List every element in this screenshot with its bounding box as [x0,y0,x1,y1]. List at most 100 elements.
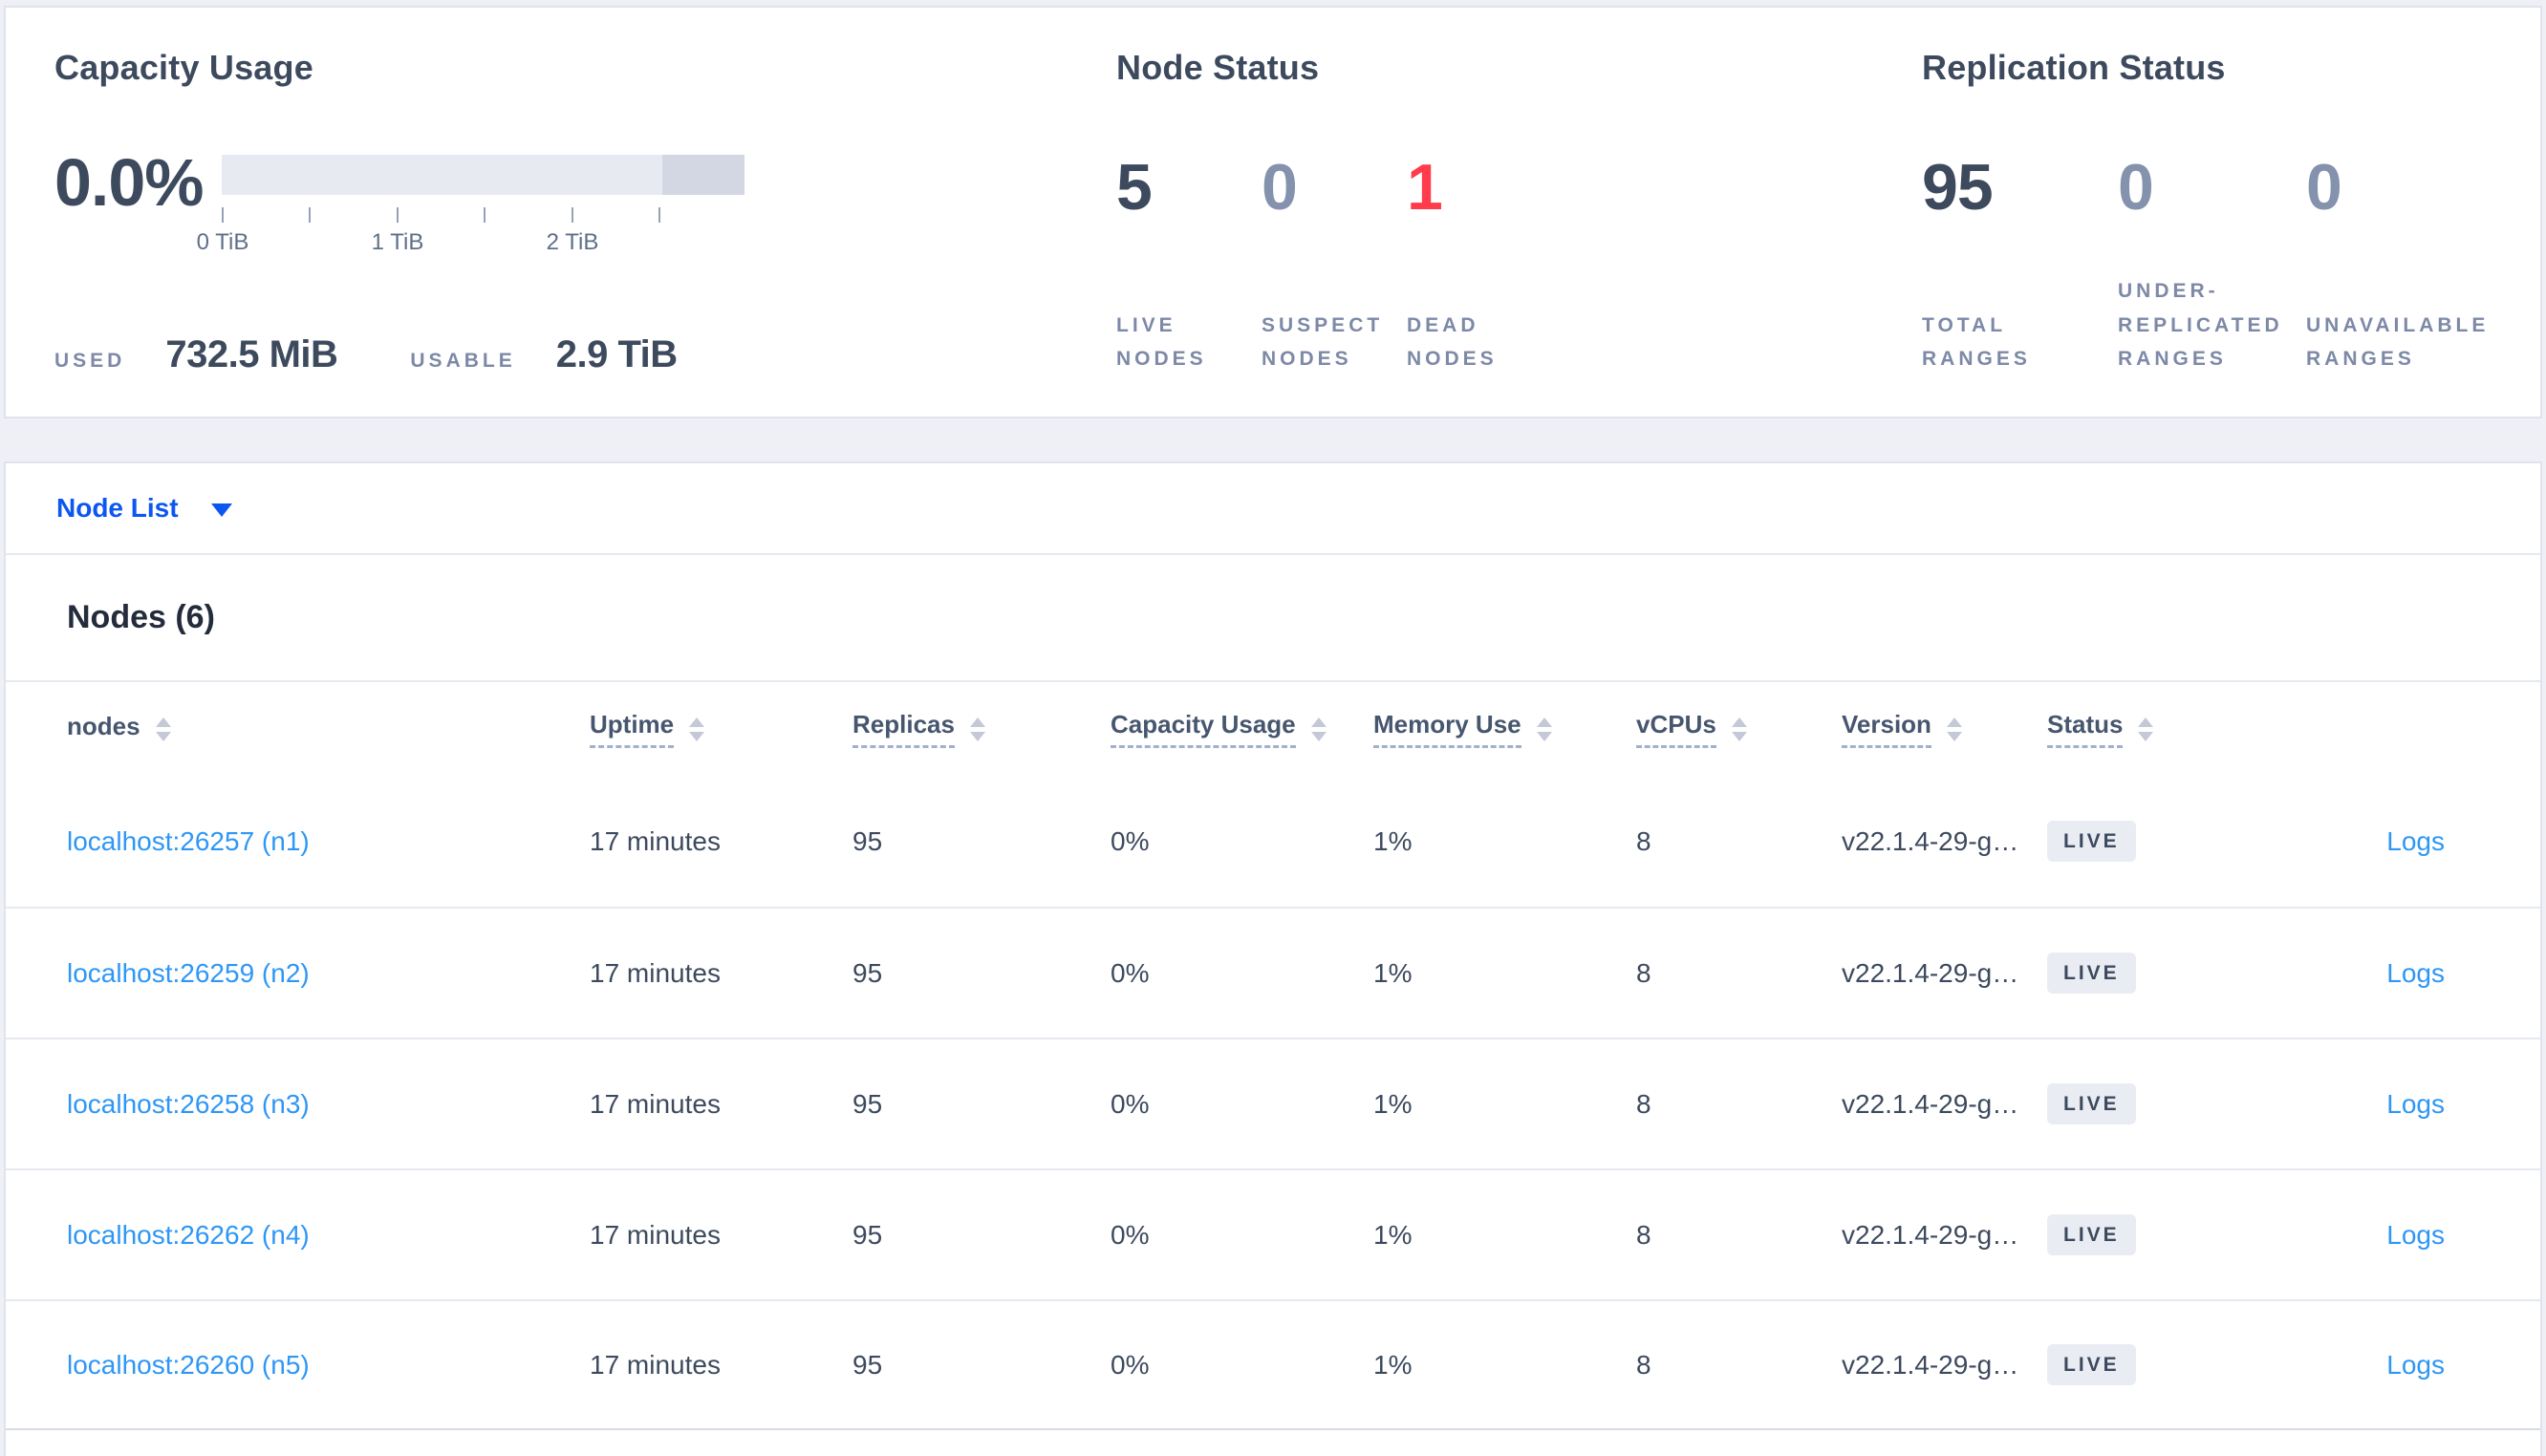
under-replicated-count: 0 [2118,151,2154,224]
memory-use-cell: 1% [1373,1349,1413,1380]
capacity-bar-dark-segment [662,155,744,195]
memory-use-cell: 1% [1373,825,1413,856]
version-cell: v22.1.4-29-g… [1842,1349,2019,1380]
node-list-card: Node List Nodes (6) nodes Uptime Replica… [4,461,2542,1456]
version-cell: v22.1.4-29-g… [1842,957,2019,988]
total-ranges-metric: 95 TOTAL RANGES [1922,151,2118,376]
vcpus-cell: 8 [1636,825,1651,856]
vcpus-cell: 8 [1636,1349,1651,1380]
suspect-nodes-metric: 0 SUSPECT NODES [1262,151,1407,376]
node-link[interactable]: localhost:26258 (n3) [67,1088,310,1119]
replication-metrics: 95 TOTAL RANGES 0 UNDER- REPLICATED RANG… [1922,151,2540,376]
status-badge: LIVE [2047,1214,2136,1255]
version-cell: v22.1.4-29-g… [1842,1219,2019,1250]
capacity-axis-labels: 0 TiB 1 TiB 2 TiB [197,229,744,258]
capacity-axis-ticks [222,207,744,223]
header-memory-use[interactable]: Memory Use [1373,710,1636,748]
header-status[interactable]: Status [2047,710,2286,748]
replicas-cell: 95 [852,1088,883,1119]
node-list-dropdown[interactable]: Node List [56,493,232,524]
sort-icon [2138,717,2154,741]
header-nodes[interactable]: nodes [67,712,590,747]
suspect-nodes-count: 0 [1262,151,1298,224]
node-link[interactable]: localhost:26262 (n4) [67,1219,310,1250]
vcpus-cell: 8 [1636,1088,1651,1119]
capacity-usage-title: Capacity Usage [54,48,313,87]
version-cell: v22.1.4-29-g… [1842,1088,2019,1119]
header-replicas[interactable]: Replicas [852,710,1111,748]
status-badge: LIVE [2047,1083,2136,1124]
status-badge: LIVE [2047,821,2136,862]
capacity-usage-panel: Capacity Usage 0.0% 0 TiB 1 TiB 2 TiB [6,8,1116,417]
logs-link[interactable]: Logs [2386,1219,2445,1250]
replication-status-title: Replication Status [1922,48,2226,87]
uptime-cell: 17 minutes [590,1349,721,1380]
suspect-nodes-label: SUSPECT NODES [1262,313,1384,371]
status-badge: LIVE [2047,953,2136,994]
memory-use-cell: 1% [1373,1219,1413,1250]
view-selector-row: Node List [6,463,2540,555]
vcpus-cell: 8 [1636,957,1651,988]
sort-icon [689,717,705,741]
total-ranges-count: 95 [1922,151,1994,224]
node-status-title: Node Status [1116,48,1320,87]
replicas-cell: 95 [852,825,883,856]
table-row: localhost:26257 (n1) 17 minutes 95 0% 1%… [6,776,2540,907]
used-value: 732.5 MiB [165,333,338,376]
node-link[interactable]: localhost:26257 (n1) [67,825,310,856]
table-row: localhost:26258 (n3) 17 minutes 95 0% 1%… [6,1038,2540,1168]
capacity-usage-cell: 0% [1111,957,1150,988]
logs-link[interactable]: Logs [2386,1349,2445,1380]
header-version[interactable]: Version [1842,710,2047,748]
header-capacity-usage[interactable]: Capacity Usage [1111,710,1373,748]
logs-link[interactable]: Logs [2386,825,2445,856]
header-uptime[interactable]: Uptime [590,710,852,748]
replicas-cell: 95 [852,1349,883,1380]
sort-icon [155,717,171,741]
tick-label-1: 1 TiB [371,229,424,255]
dead-nodes-label: DEAD NODES [1407,313,1498,371]
logs-link[interactable]: Logs [2386,1088,2445,1119]
chevron-down-icon [210,503,232,517]
under-replicated-metric: 0 UNDER- REPLICATED RANGES [2118,151,2306,376]
memory-use-cell: 1% [1373,957,1413,988]
sort-icon [1310,717,1327,741]
table-row: localhost:26259 (n2) 17 minutes 95 0% 1%… [6,907,2540,1038]
capacity-percent: 0.0% [54,145,205,220]
usable-value: 2.9 TiB [555,333,678,376]
live-nodes-count: 5 [1116,151,1153,224]
sort-icon [1731,717,1747,741]
live-nodes-label: LIVE NODES [1116,313,1207,371]
capacity-usage-cell: 0% [1111,1088,1150,1119]
nodes-table-body: localhost:26257 (n1) 17 minutes 95 0% 1%… [6,776,2540,1430]
tick-label-2: 2 TiB [546,229,599,255]
status-badge: LIVE [2047,1344,2136,1385]
nodes-table-header: nodes Uptime Replicas Capacity Usage Mem… [6,680,2540,776]
capacity-bar [222,155,744,195]
version-cell: v22.1.4-29-g… [1842,825,2019,856]
live-nodes-metric: 5 LIVE NODES [1116,151,1262,376]
capacity-usage-cell: 0% [1111,1219,1150,1250]
logs-link[interactable]: Logs [2386,957,2445,988]
node-list-dropdown-label: Node List [56,493,179,523]
dead-nodes-count: 1 [1407,151,1443,224]
cluster-summary-card: Capacity Usage 0.0% 0 TiB 1 TiB 2 TiB [4,6,2542,418]
vcpus-cell: 8 [1636,1219,1651,1250]
capacity-legend: USED 732.5 MiB USABLE 2.9 TiB [54,333,1116,378]
replication-status-panel: Replication Status 95 TOTAL RANGES 0 UND… [1922,8,2540,417]
table-row: localhost:26260 (n5) 17 minutes 95 0% 1%… [6,1299,2540,1430]
uptime-cell: 17 minutes [590,825,721,856]
node-link[interactable]: localhost:26259 (n2) [67,957,310,988]
tick-label-0: 0 TiB [196,229,249,255]
usable-label: USABLE [410,350,516,373]
capacity-bar-chart: 0 TiB 1 TiB 2 TiB [197,151,744,258]
nodes-table-title: Nodes (6) [67,599,215,635]
unavailable-ranges-label: UNAVAILABLE RANGES [2306,313,2490,371]
memory-use-cell: 1% [1373,1088,1413,1119]
node-link[interactable]: localhost:26260 (n5) [67,1349,310,1380]
capacity-gauge: 0.0% 0 TiB 1 TiB 2 TiB [54,145,1116,258]
uptime-cell: 17 minutes [590,1088,721,1119]
header-vcpus[interactable]: vCPUs [1636,710,1842,748]
used-label: USED [54,350,126,373]
